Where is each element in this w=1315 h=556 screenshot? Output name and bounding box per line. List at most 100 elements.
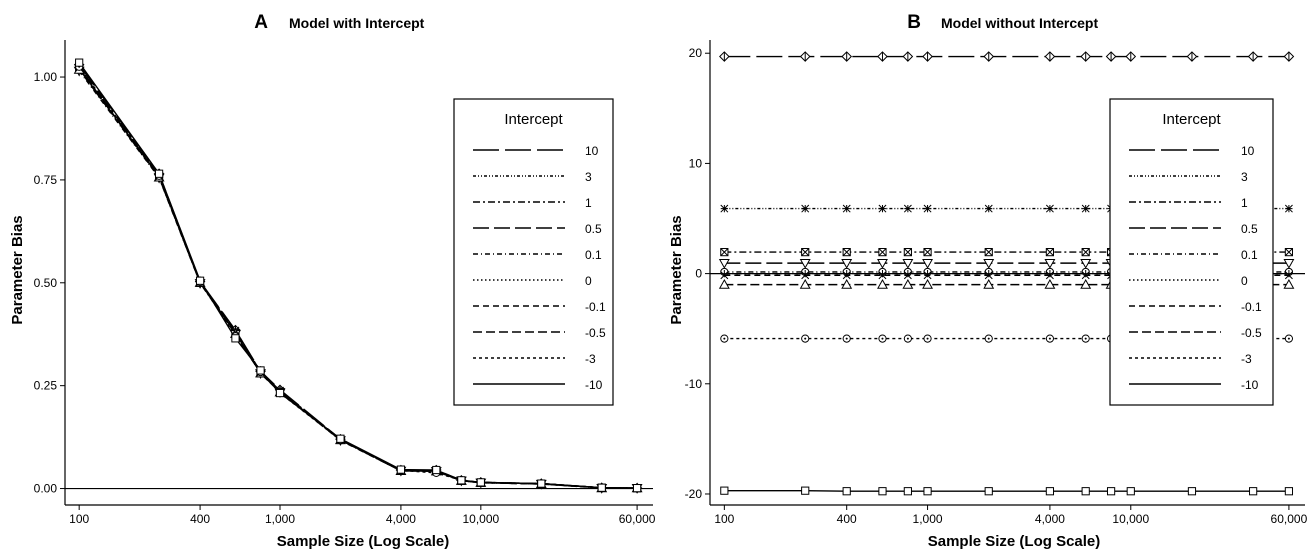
panel-b-point-dot — [723, 337, 726, 340]
panel-a-point — [537, 479, 546, 488]
panel-b-point — [718, 259, 730, 269]
panel-b-point — [923, 334, 932, 343]
panel-b-point — [842, 204, 851, 213]
panel-b-point — [1081, 204, 1090, 213]
panel-b-point — [1249, 487, 1258, 496]
panel-b-point — [1081, 334, 1090, 343]
panel-b-point-cross — [801, 248, 810, 257]
panel-b-x-tick-label: 4,000 — [1035, 512, 1065, 526]
panel-b-x-tick-label: 100 — [714, 512, 734, 526]
panel-b-point — [801, 486, 810, 495]
panel-a-point — [275, 388, 285, 398]
panel-b-point — [1080, 259, 1092, 269]
panel-b-point-dot — [804, 337, 807, 340]
panel-b-point — [923, 487, 932, 496]
panel-b-point — [922, 259, 934, 269]
panel-a-legend-label: -3 — [585, 352, 596, 366]
panel-b-y-tick-label: 10 — [689, 156, 703, 170]
panel-b-point — [922, 278, 934, 289]
panel-a-x-tick-label: 10,000 — [462, 512, 499, 526]
panel-b-point — [719, 51, 730, 62]
panel-b-point-dot — [1287, 337, 1290, 340]
panel-b-point — [1284, 204, 1293, 213]
panel-b-point-cross — [842, 248, 851, 257]
panel-b-point — [983, 51, 995, 62]
panel-b-point — [720, 334, 729, 343]
panel-b-point — [799, 278, 811, 289]
panel-b-point — [878, 204, 887, 213]
panel-b-point — [877, 51, 888, 62]
panel-b-legend-label: 3 — [1241, 170, 1248, 184]
panel-b-point — [720, 248, 729, 257]
panel-b-series-line-10 — [724, 489, 1289, 492]
panel-b-point — [842, 487, 851, 496]
panel-b-point — [902, 259, 914, 269]
panel-b-point-cross — [1284, 248, 1293, 257]
panel-b-point — [923, 270, 932, 278]
panel-b-point — [1081, 248, 1090, 257]
panel-b-point-dot — [926, 337, 929, 340]
panel-b-point — [983, 278, 995, 289]
panel-a-x-tick-label: 1,000 — [265, 512, 295, 526]
panel-b-point-cross — [878, 248, 887, 257]
panel-b-point — [903, 487, 912, 496]
panel-b-point — [1284, 271, 1293, 280]
panel-b-point — [1080, 51, 1091, 62]
panel-a-series-markers-10 — [75, 58, 642, 493]
panel-a-legend-title: Intercept — [504, 111, 563, 128]
panel-b-y-tick-label: 0 — [695, 267, 702, 281]
panel-b-title: Model without Intercept — [941, 15, 1098, 31]
panel-b-xlabel: Sample Size (Log Scale) — [928, 533, 1101, 550]
panel-b-point — [801, 248, 810, 257]
panel-b-point-dot — [845, 337, 848, 340]
panel-b-legend-label: 0 — [1241, 274, 1248, 288]
panel-b-legend-label: -10 — [1241, 378, 1259, 392]
panel-b-point-cross — [903, 248, 912, 257]
panel-b-point — [1283, 51, 1295, 62]
panel-a-legend-label: 1 — [585, 196, 592, 210]
panel-a-x-tick-label: 60,000 — [619, 512, 656, 526]
panel-a-point — [231, 334, 240, 343]
panel-a-y-tick-label: 1.00 — [34, 70, 58, 84]
panel-b-ylabel: Parameter Bias — [668, 215, 685, 324]
panel-b-point — [984, 271, 993, 280]
panel-a-point — [396, 465, 406, 474]
panel-b-point-cross — [1081, 248, 1090, 257]
panel-b-series-markers-9 — [720, 334, 1294, 343]
panel-b-point-cross — [720, 248, 729, 257]
panel-b-point — [1186, 51, 1198, 62]
panel-b-point — [984, 334, 993, 343]
panel-b-point — [720, 270, 728, 278]
panel-b-point — [903, 334, 912, 343]
panel-a-legend-label: 10 — [585, 144, 599, 158]
panel-b-point — [878, 248, 887, 257]
panel-a-legend: Intercept 10 3 1 0.5 0.1 0 -0.1 -0.5 -3 -10 — [453, 98, 614, 406]
panel-b-y-tick-label: -20 — [685, 487, 703, 501]
panel-b-point — [1105, 51, 1117, 62]
panel-b-legend: Intercept 10 3 1 0.5 0.1 0 -0.1 -0.5 -3 -10 — [1109, 98, 1274, 406]
panel-b-y-tick-label: 20 — [689, 46, 703, 60]
panel-b-point — [841, 259, 853, 269]
panel-b-legend-title: Intercept — [1162, 111, 1221, 128]
panel-a-letter: A — [254, 12, 268, 33]
panel-b-point-cross — [984, 248, 993, 257]
panel-b-point — [801, 204, 810, 213]
panel-a-title: Model with Intercept — [289, 15, 425, 31]
panel-a-series-line-10 — [78, 62, 638, 489]
panel-b-point — [878, 270, 887, 278]
panel-b-point-dot — [881, 337, 884, 340]
panel-b-point-cross — [923, 248, 932, 257]
panel-b-point — [842, 271, 851, 280]
panel-b-series-markers-10 — [720, 486, 1294, 496]
panel-b-point — [720, 486, 729, 495]
panel-b-legend-label: -3 — [1241, 352, 1252, 366]
panel-b-point — [923, 204, 932, 213]
panel-b-point — [903, 271, 912, 280]
panel-b-point — [985, 270, 993, 278]
panel-b-point — [1045, 334, 1055, 343]
panel-b-point — [923, 248, 932, 257]
panel-b-point — [1187, 487, 1197, 496]
panel-b-point — [877, 278, 888, 289]
panel-a-y-tick-label: 0.50 — [34, 276, 58, 290]
panel-b-point — [1044, 278, 1056, 289]
